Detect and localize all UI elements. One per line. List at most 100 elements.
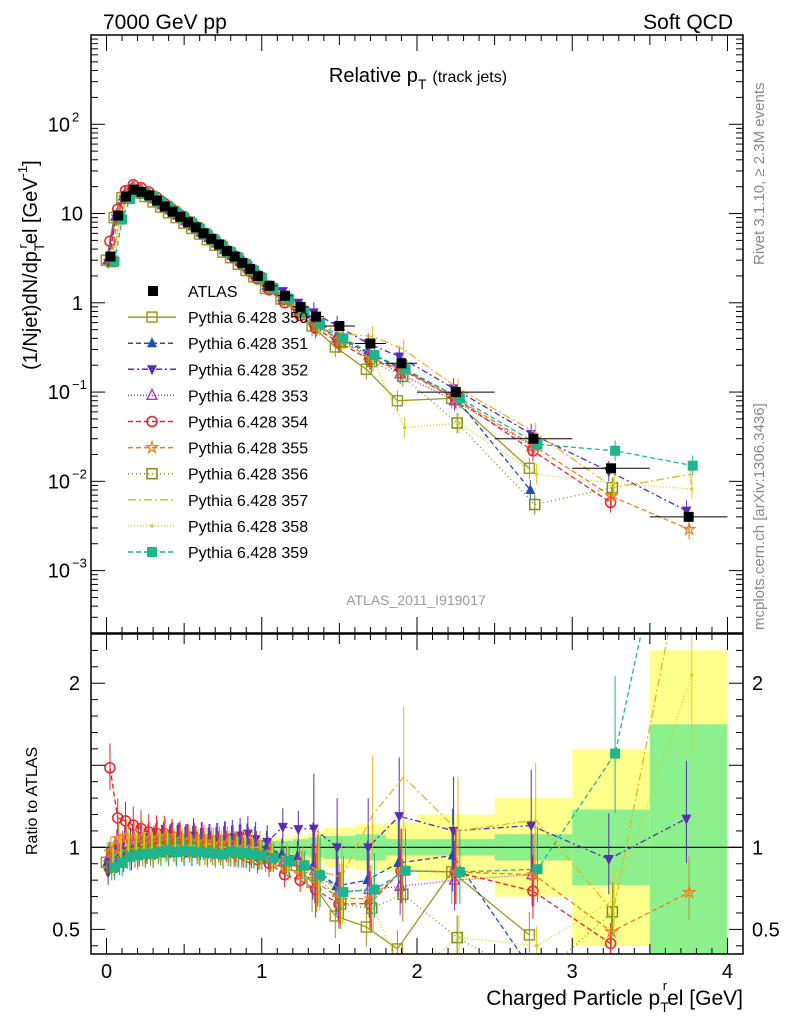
ratio-y-tick-label: 1 <box>752 837 763 859</box>
series-7 <box>106 185 619 515</box>
ratio-data-point <box>532 864 543 875</box>
legend-item: Pythia 6.428 359 <box>128 545 308 562</box>
data-point <box>534 472 539 477</box>
atlas-data-point <box>190 222 201 233</box>
ratio-data-point <box>268 852 279 863</box>
ratio-data-point <box>132 850 143 861</box>
legend-item: Pythia 6.428 350 <box>128 310 308 327</box>
main-y-axis-title: (1/Njet)dN/dpTrel [GeV-1] <box>15 160 47 370</box>
ratio-data-point <box>534 943 539 948</box>
ratio-data-point <box>194 847 205 858</box>
atlas-data-point <box>264 280 275 291</box>
legend-item: Pythia 6.428 353 <box>128 387 308 405</box>
data-point <box>690 487 694 491</box>
ratio-data-point <box>606 906 619 918</box>
legend-item: Pythia 6.428 356 <box>128 467 308 484</box>
ratio-data-point <box>111 812 124 824</box>
y-tick-label: 10 <box>48 561 70 583</box>
ratio-data-point <box>604 937 617 950</box>
ratio-data-point <box>187 846 198 857</box>
ratio-data-point <box>148 848 159 859</box>
atlas-data-point <box>151 195 162 206</box>
atlas-data-point <box>214 239 225 250</box>
ratio-plot-series <box>100 634 697 954</box>
ratio-data-point <box>448 872 461 885</box>
data-point <box>523 462 536 475</box>
ratio-data-point <box>366 902 378 915</box>
ratio-data-point <box>293 866 309 882</box>
ratio-data-point <box>179 845 190 856</box>
ratio-data-point <box>523 929 536 941</box>
data-point <box>529 498 541 511</box>
ratio-series-line <box>110 835 690 933</box>
ratio-data-point <box>104 762 116 774</box>
atlas-data-point <box>105 251 116 262</box>
ratio-data-point <box>249 849 260 860</box>
legend-item: Pythia 6.428 351 <box>128 336 308 353</box>
atlas-data-point <box>229 251 240 262</box>
series-line <box>106 188 531 491</box>
ratio-data-point <box>394 812 405 823</box>
main-plot-frame <box>90 34 744 634</box>
ratio-data-point <box>690 673 694 677</box>
ratio-data-point <box>284 856 295 867</box>
ratio-data-point <box>603 923 620 939</box>
ratio-data-point <box>171 847 182 858</box>
atlas-data-point <box>450 387 461 398</box>
atlas-data-point <box>606 463 617 474</box>
ratio-y-tick-label: 1 <box>69 837 80 859</box>
atlas-data-point <box>183 217 194 228</box>
atlas-data-point <box>159 201 170 212</box>
side-label-rivet: Rivet 3.1.10, ≥ 2.3M events <box>751 83 768 266</box>
atlas-data-point <box>334 320 345 331</box>
ratio-data-point <box>526 821 537 832</box>
legend-marker <box>147 547 157 557</box>
atlas-data-point <box>221 246 232 257</box>
series-5 <box>104 179 617 513</box>
legend-item: ATLAS <box>148 284 238 301</box>
ratio-data-point <box>315 870 326 881</box>
atlas-data-point <box>311 311 322 322</box>
ratio-data-point <box>210 848 221 859</box>
ratio-data-point <box>612 898 616 902</box>
legend-label: Pythia 6.428 352 <box>188 362 308 379</box>
legend-item: Pythia 6.428 358 <box>128 519 308 536</box>
legend-label: Pythia 6.428 359 <box>188 545 308 562</box>
atlas-data-point <box>237 257 248 268</box>
data-point <box>532 439 543 450</box>
data-point <box>681 506 692 517</box>
ratio-data-point <box>299 860 310 871</box>
ratio-series-10 <box>109 634 642 920</box>
legend-item: Pythia 6.428 355 <box>128 439 308 458</box>
atlas-data-point <box>144 190 155 201</box>
y-tick-label: 10 <box>48 382 70 404</box>
y-tick-label-exponent: −1 <box>72 377 87 392</box>
analysis-label: ATLAS_2011_I919017 <box>346 592 486 608</box>
ratio-data-point <box>256 850 267 861</box>
legend-label: Pythia 6.428 356 <box>188 467 308 484</box>
ratio-data-point <box>250 835 261 846</box>
legend-marker <box>147 337 157 348</box>
ratio-data-point <box>451 931 463 944</box>
data-point <box>338 333 349 344</box>
ratio-data-point <box>400 865 411 876</box>
ratio-data-point <box>242 829 253 840</box>
x-tick-label: 4 <box>722 961 733 983</box>
ratio-y-tick-label: 2 <box>752 673 763 695</box>
ratio-data-point <box>457 935 461 940</box>
data-point <box>610 445 621 456</box>
atlas-data-point <box>396 358 407 369</box>
series-line <box>111 190 613 506</box>
data-point <box>525 483 536 494</box>
ratio-data-point <box>369 884 380 895</box>
ratio-y-axis-title: Ratio to ATLAS <box>24 747 41 855</box>
legend-marker <box>146 467 158 480</box>
atlas-data-point <box>120 191 131 202</box>
side-label-mcplots: mcplots.cern.ch [arXiv:1306.3436] <box>751 403 768 630</box>
legend-marker <box>146 415 158 428</box>
data-point <box>687 460 698 471</box>
atlas-data-point <box>252 270 263 281</box>
header-right: Soft QCD <box>643 11 733 34</box>
x-axis-title: Charged Particle pTrel [GeV] <box>486 978 743 1015</box>
legend-marker <box>145 387 159 401</box>
